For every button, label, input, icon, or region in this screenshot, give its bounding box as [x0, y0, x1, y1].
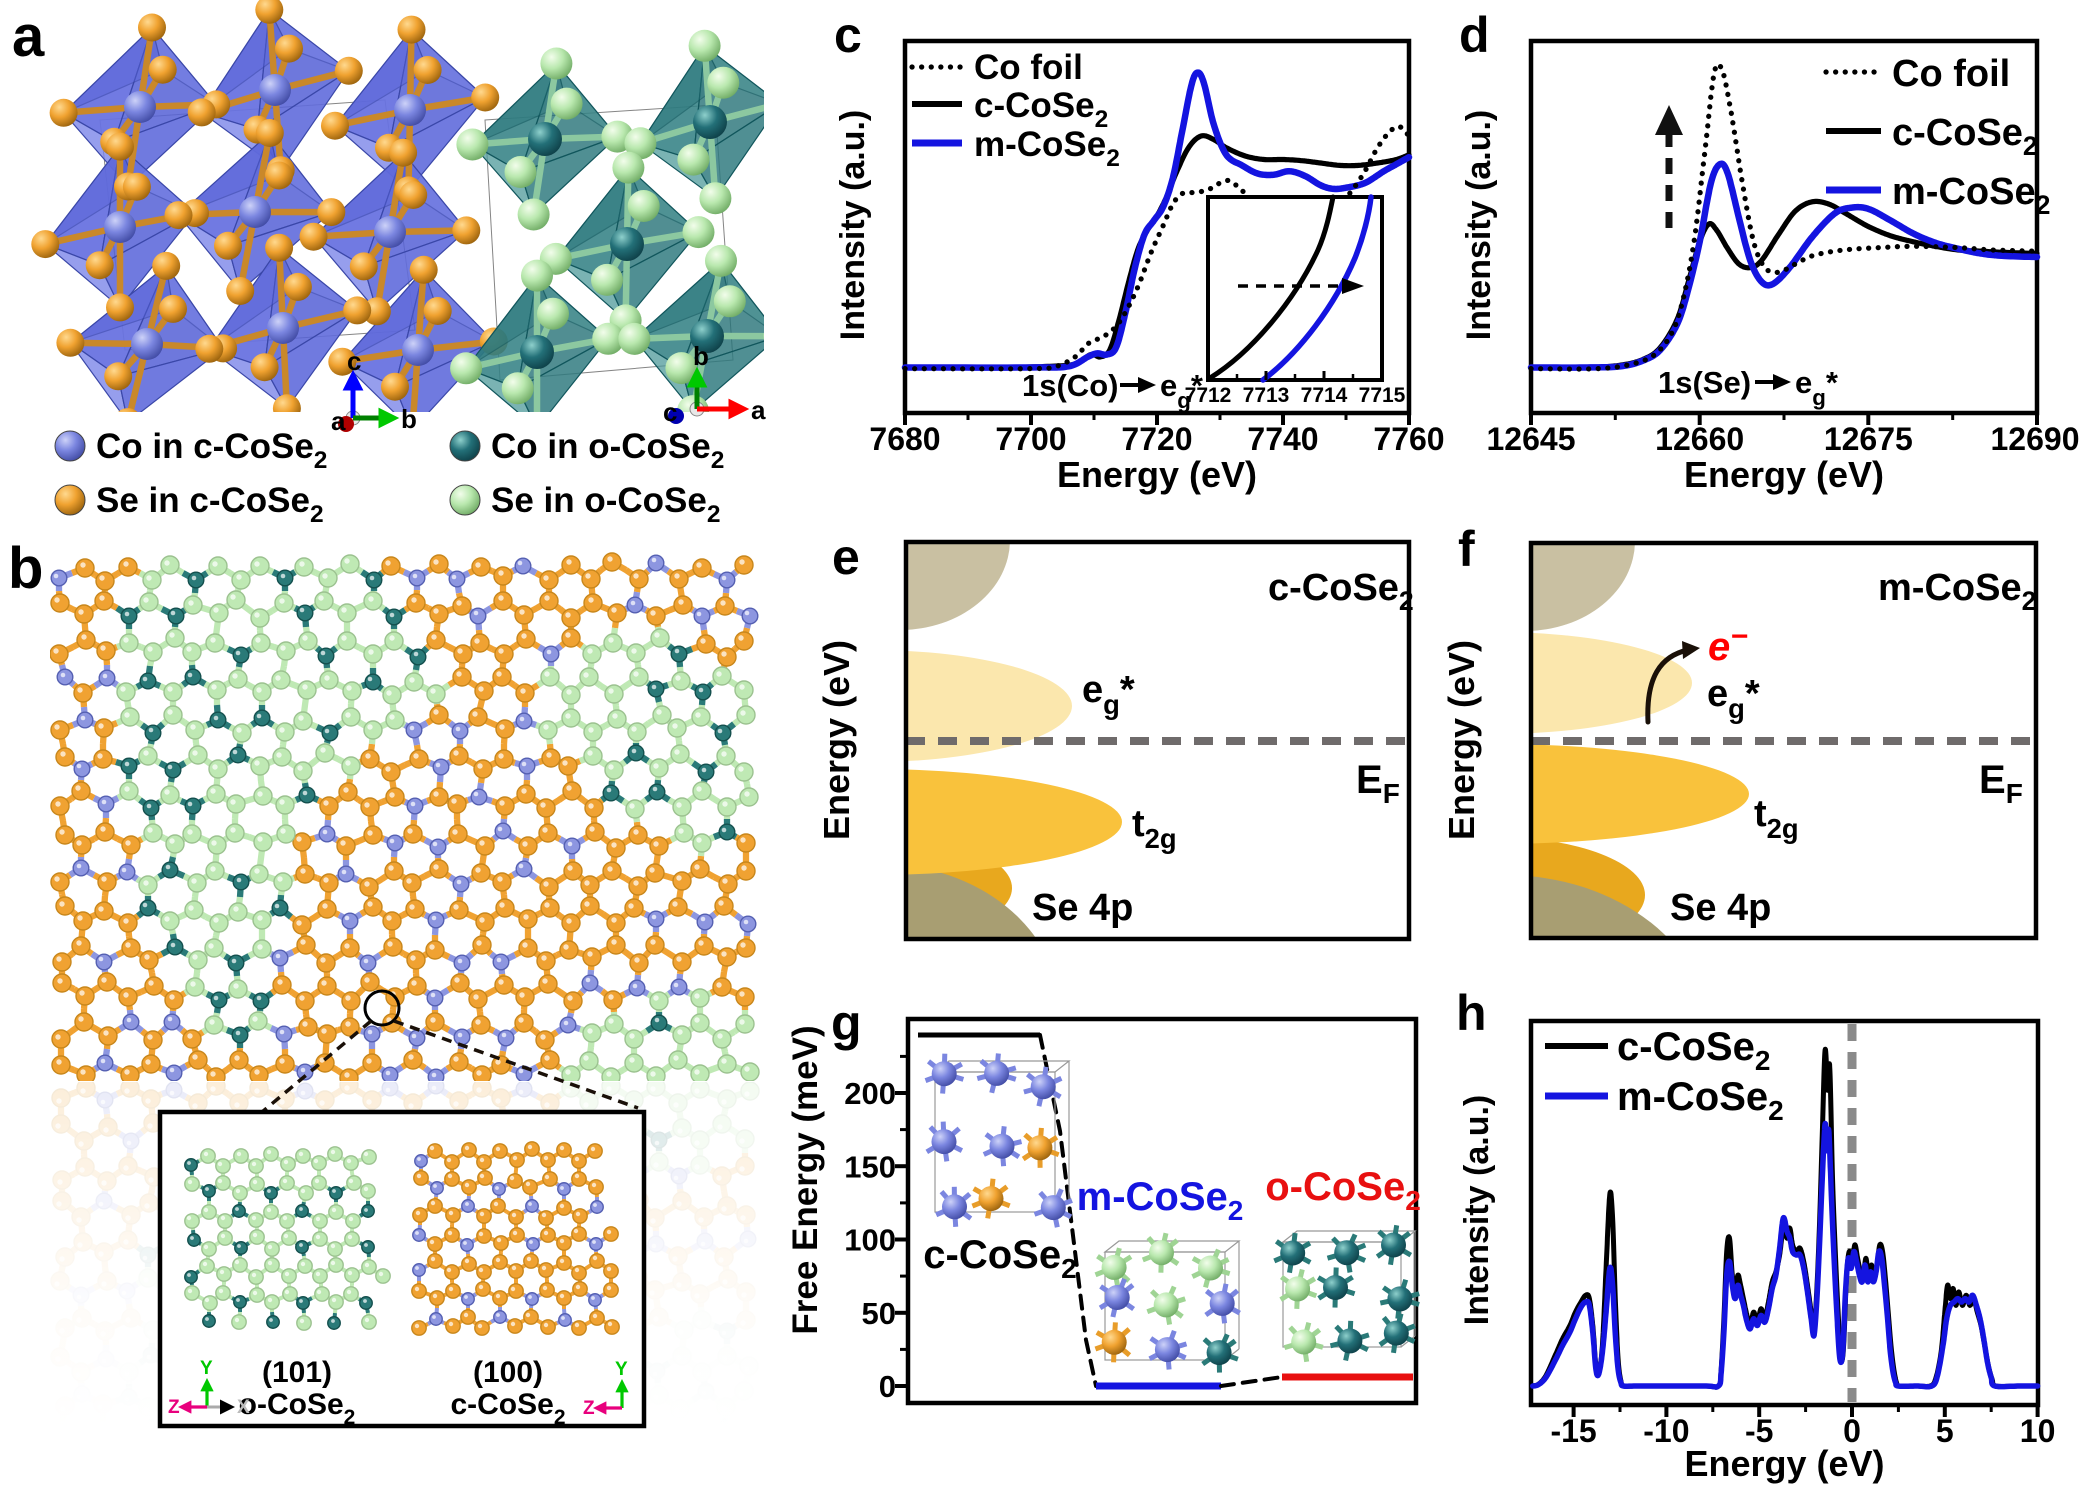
svg-text:Intensity (a.u.): Intensity (a.u.) — [1458, 1095, 1496, 1325]
svg-text:c-CoSe2: c-CoSe2 — [1892, 112, 2038, 161]
svg-text:g: g — [831, 995, 862, 1051]
svg-text:7740: 7740 — [1247, 421, 1318, 457]
svg-text:a: a — [331, 406, 346, 436]
svg-text:7720: 7720 — [1121, 421, 1192, 457]
svg-text:12690: 12690 — [1991, 421, 2080, 457]
svg-text:c-CoSe2: c-CoSe2 — [1268, 567, 1414, 616]
svg-text:Z: Z — [583, 1398, 595, 1419]
svg-text:Energy (eV): Energy (eV) — [816, 640, 857, 840]
svg-text:d: d — [1459, 7, 1490, 63]
svg-text:f: f — [1458, 521, 1475, 577]
svg-text:c-CoSe2: c-CoSe2 — [1617, 1025, 1770, 1076]
svg-text:Energy (eV): Energy (eV) — [1057, 454, 1257, 495]
svg-text:Y: Y — [200, 1358, 213, 1379]
svg-text:(100): (100) — [473, 1356, 543, 1389]
svg-text:c: c — [663, 397, 677, 427]
svg-text:200: 200 — [844, 1076, 896, 1111]
svg-text:Se 4p: Se 4p — [1032, 887, 1133, 929]
svg-text:Intensity (a.u.): Intensity (a.u.) — [1460, 110, 1498, 340]
svg-text:Co foil: Co foil — [1892, 53, 2010, 95]
svg-text:50: 50 — [862, 1296, 896, 1331]
svg-text:0: 0 — [879, 1369, 896, 1404]
svg-text:m-CoSe2: m-CoSe2 — [1892, 171, 2050, 220]
svg-text:-5: -5 — [1745, 1413, 1773, 1449]
svg-text:7714: 7714 — [1301, 384, 1348, 407]
svg-text:7712: 7712 — [1185, 384, 1232, 407]
svg-text:b: b — [8, 536, 43, 601]
svg-text:c: c — [347, 346, 361, 376]
svg-text:Energy (eV): Energy (eV) — [1441, 640, 1482, 840]
svg-text:7700: 7700 — [995, 421, 1066, 457]
svg-text:12675: 12675 — [1824, 421, 1913, 457]
svg-text:5: 5 — [1936, 1413, 1954, 1449]
svg-text:7715: 7715 — [1359, 384, 1406, 407]
svg-text:Y: Y — [615, 1359, 628, 1380]
svg-text:(101): (101) — [262, 1356, 332, 1389]
svg-text:EF: EF — [1979, 758, 2023, 809]
svg-text:m-CoSe2: m-CoSe2 — [1878, 567, 2036, 616]
svg-text:1s(Co): 1s(Co) — [1022, 368, 1118, 403]
svg-text:-15: -15 — [1550, 1413, 1596, 1449]
svg-text:m-CoSe2: m-CoSe2 — [1077, 1175, 1244, 1226]
svg-text:c: c — [834, 7, 862, 63]
svg-text:7713: 7713 — [1243, 384, 1290, 407]
svg-text:Energy (eV): Energy (eV) — [1684, 454, 1884, 495]
svg-text:12645: 12645 — [1487, 421, 1576, 457]
svg-text:1s(Se): 1s(Se) — [1658, 365, 1751, 400]
svg-text:12660: 12660 — [1655, 421, 1744, 457]
svg-text:Se 4p: Se 4p — [1670, 887, 1771, 929]
svg-text:e: e — [832, 529, 860, 585]
svg-text:Energy (eV): Energy (eV) — [1684, 1443, 1884, 1484]
svg-text:7680: 7680 — [869, 421, 940, 457]
svg-text:a: a — [12, 4, 45, 69]
svg-text:Free Energy (meV): Free Energy (meV) — [786, 1025, 825, 1334]
svg-text:m-CoSe2: m-CoSe2 — [1617, 1075, 1784, 1126]
svg-text:b: b — [693, 341, 709, 371]
svg-text:7760: 7760 — [1373, 421, 1444, 457]
svg-text:o-CoSe2: o-CoSe2 — [1265, 1165, 1421, 1216]
svg-text:h: h — [1456, 985, 1487, 1041]
svg-text:a: a — [751, 395, 766, 425]
svg-text:100: 100 — [844, 1223, 896, 1258]
svg-text:-10: -10 — [1643, 1413, 1689, 1449]
svg-text:Co foil: Co foil — [974, 48, 1083, 87]
svg-text:10: 10 — [2020, 1413, 2056, 1449]
svg-text:c-CoSe2: c-CoSe2 — [923, 1233, 1076, 1284]
svg-text:X: X — [237, 1397, 250, 1418]
svg-text:Z: Z — [168, 1397, 180, 1418]
svg-text:Intensity (a.u.): Intensity (a.u.) — [834, 110, 872, 340]
svg-text:0: 0 — [1843, 1413, 1861, 1449]
svg-text:150: 150 — [844, 1149, 896, 1184]
svg-text:b: b — [401, 404, 417, 434]
